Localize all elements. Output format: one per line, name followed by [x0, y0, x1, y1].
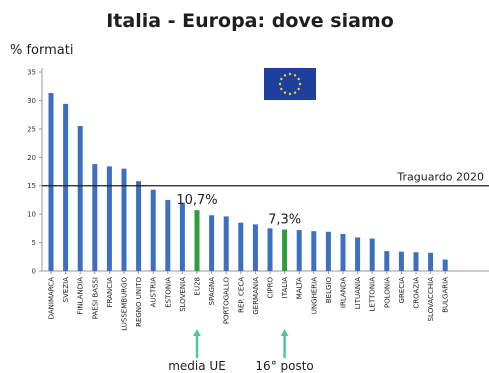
x-tick-label: SVEZIA — [62, 277, 70, 303]
bar — [252, 224, 258, 271]
bar — [442, 259, 448, 271]
y-tick-label: 15 — [27, 182, 36, 190]
x-tick-label: CROAZIA — [413, 277, 421, 309]
x-tick-label: SLOVENIA — [179, 277, 187, 312]
target-label: Traguardo 2020 — [396, 171, 484, 184]
flag-star — [280, 77, 283, 81]
x-tick-label: SLOVACCHIA — [427, 277, 435, 322]
bar — [209, 215, 215, 271]
bar — [121, 168, 127, 271]
annotations: 10,7% media UE 7,3% 16° posto — [168, 193, 314, 373]
flag-star — [288, 92, 292, 96]
value-annotation: 7,3% — [268, 212, 301, 227]
x-tick-label: REP. CECA — [237, 277, 245, 313]
caption-annotation: 16° posto — [255, 359, 313, 373]
x-tick-label: LUSSEMBURGO — [121, 277, 129, 331]
x-tick-label: FINLANDIA — [77, 277, 85, 315]
bar — [165, 199, 171, 271]
x-tick-label: REGNO UNITO — [135, 277, 143, 327]
x-tick-label: ITALIA — [281, 277, 289, 299]
y-tick-label: 5 — [32, 239, 36, 247]
y-tick-label: 25 — [27, 125, 36, 133]
x-tick-label: POLONIA — [383, 277, 391, 308]
x-tick-labels: DANIMARCA SVEZIA FINLANDIA PAESI BASSI FRANC… — [48, 271, 450, 331]
x-tick-label: IRLANDA — [340, 277, 348, 308]
bar — [48, 93, 54, 271]
x-tick-label: FRANCIA — [106, 277, 114, 308]
x-tick-label: DANIMARCA — [48, 277, 56, 320]
bar — [223, 216, 229, 271]
x-tick-label: LETTONIA — [369, 277, 377, 312]
x-tick-label: MALTA — [296, 277, 304, 299]
bar — [398, 251, 404, 271]
bar — [369, 238, 375, 271]
y-tick-label: 0 — [32, 268, 36, 276]
x-tick-label: UNGHERIA — [310, 277, 318, 314]
x-tick-label: BELGIO — [325, 277, 333, 304]
flag-star — [283, 74, 287, 77]
x-tick-label: GERMANIA — [252, 277, 260, 315]
x-tick-label: BULGARIA — [442, 277, 450, 313]
eu-flag-icon — [264, 68, 316, 100]
x-tick-label: SPAGNA — [208, 277, 216, 306]
x-tick-label: ESTONIA — [164, 277, 172, 308]
x-tick-label: EU28 — [194, 277, 202, 295]
bar — [106, 166, 112, 271]
bar — [282, 229, 288, 271]
x-tick-label: CIPRO — [267, 277, 275, 299]
y-tick-label: 35 — [27, 69, 36, 77]
flag-star — [293, 74, 297, 77]
x-tick-label: AUSTRIA — [150, 277, 158, 308]
pointer-arrowhead — [193, 329, 201, 336]
flag-star — [293, 91, 297, 94]
bar — [179, 202, 185, 271]
bar — [384, 251, 390, 271]
bar — [267, 228, 273, 271]
y-axis-label: % formati — [10, 43, 73, 58]
bar — [296, 230, 302, 271]
y-tick-label: 20 — [27, 154, 36, 162]
flag-star — [283, 91, 287, 94]
bar — [238, 222, 244, 271]
flag-star — [280, 87, 283, 91]
x-tick-label: PORTOGALLO — [223, 277, 231, 325]
bar — [311, 231, 317, 271]
pointer-arrowhead — [280, 329, 289, 336]
x-tick-label: GRECIA — [398, 277, 406, 304]
flag-star — [298, 82, 302, 86]
bar — [413, 252, 419, 271]
caption-annotation: media UE — [168, 359, 226, 373]
y-tick-label: 30 — [27, 97, 36, 105]
y-tick-label: 10 — [27, 211, 36, 219]
x-tick-label: PAESI BASSI — [91, 277, 99, 319]
bar — [194, 210, 200, 271]
flag-star — [297, 87, 300, 91]
bar — [340, 234, 346, 271]
flag-star — [278, 82, 282, 86]
bar — [150, 189, 156, 271]
flag-star — [297, 77, 300, 81]
bar — [92, 164, 98, 271]
bar — [428, 252, 434, 271]
bar — [63, 103, 69, 271]
flag-star — [288, 72, 292, 76]
chart-title: Italia - Europa: dove siamo — [106, 10, 394, 32]
bar — [136, 181, 142, 271]
x-tick-label: LITUANIA — [354, 277, 362, 309]
bar — [77, 126, 83, 271]
value-annotation: 10,7% — [176, 193, 217, 208]
bar — [355, 237, 361, 271]
bar — [325, 231, 331, 271]
bars — [48, 93, 448, 271]
